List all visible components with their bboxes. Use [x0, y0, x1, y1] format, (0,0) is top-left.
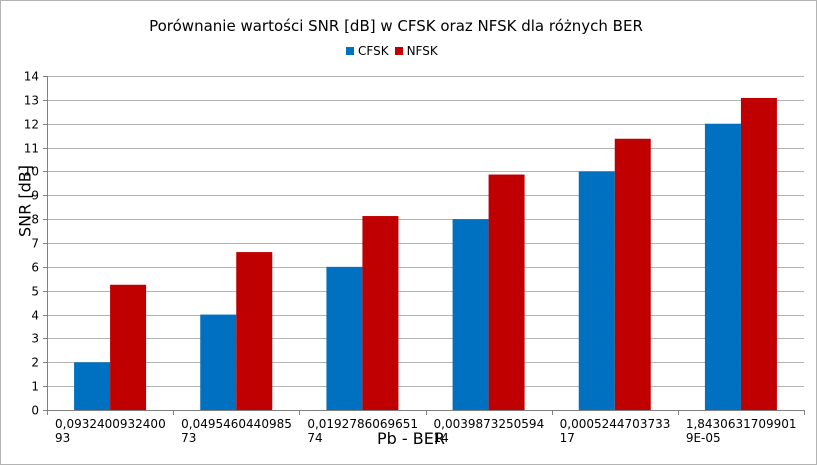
x-tick-label-4-line-1: 17 [560, 431, 575, 445]
x-tick-label-2-line-1: 74 [307, 431, 322, 445]
x-tick-label-5-line-0: 1,8430631709901 [686, 417, 797, 431]
y-tick-label: 5 [31, 285, 39, 299]
legend-item-cfsk: CFSK [346, 44, 389, 58]
y-tick-label: 3 [31, 332, 39, 346]
y-tick-label: 0 [31, 404, 39, 418]
y-tick-label: 14 [24, 70, 39, 84]
legend-swatch-cfsk [346, 47, 354, 55]
bar-nfsk-3 [488, 174, 525, 410]
y-tick-label: 4 [31, 309, 39, 323]
y-tick-label: 10 [24, 165, 39, 179]
bar-cfsk-2 [326, 266, 363, 410]
bar-cfsk-1 [200, 314, 237, 410]
x-tick-label-3-line-1: 14 [434, 431, 449, 445]
y-tick-label: 11 [24, 142, 39, 156]
bar-cfsk-0 [74, 362, 111, 410]
legend-label-cfsk: CFSK [358, 44, 389, 58]
y-tick-label: 13 [24, 94, 39, 108]
legend-item-nfsk: NFSK [394, 44, 438, 58]
bar-nfsk-2 [362, 216, 399, 410]
bar-nfsk-4 [614, 138, 651, 410]
bar-cfsk-3 [452, 219, 489, 410]
y-tick-label: 8 [31, 213, 39, 227]
bar-cfsk-5 [704, 123, 741, 410]
legend-label-nfsk: NFSK [406, 44, 438, 58]
x-axis-title: Pb - BER [377, 429, 445, 448]
x-tick-label-2-line-0: 0,0192786069651 [307, 417, 418, 431]
x-tick-label-1-line-0: 0,0495460440985 [181, 417, 292, 431]
x-tick-label-0-line-1: 93 [55, 431, 70, 445]
bar-cfsk-4 [578, 171, 615, 410]
y-tick-label: 7 [31, 237, 39, 251]
y-tick-label: 6 [31, 261, 39, 275]
y-tick-label: 9 [31, 189, 39, 203]
bar-nfsk-1 [236, 252, 273, 410]
x-tick-label-5-line-1: 9E-05 [686, 431, 721, 445]
y-tick-label: 1 [31, 380, 39, 394]
x-tick-label-3-line-0: 0,0039873250594 [434, 417, 545, 431]
bar-nfsk-5 [740, 97, 777, 410]
legend-swatch-nfsk [394, 47, 403, 55]
y-tick-label: 2 [31, 356, 39, 370]
bar-nfsk-0 [110, 284, 147, 410]
chart-title: Porównanie wartości SNR [dB] w CFSK oraz… [149, 17, 643, 35]
x-tick-label-0-line-0: 0,0932400932400 [55, 417, 166, 431]
x-tick-label-4-line-0: 0,0005244703733 [560, 417, 671, 431]
legend: CFSK NFSK [346, 44, 444, 58]
x-tick-label-1-line-1: 73 [181, 431, 196, 445]
y-tick-label: 12 [24, 118, 39, 132]
